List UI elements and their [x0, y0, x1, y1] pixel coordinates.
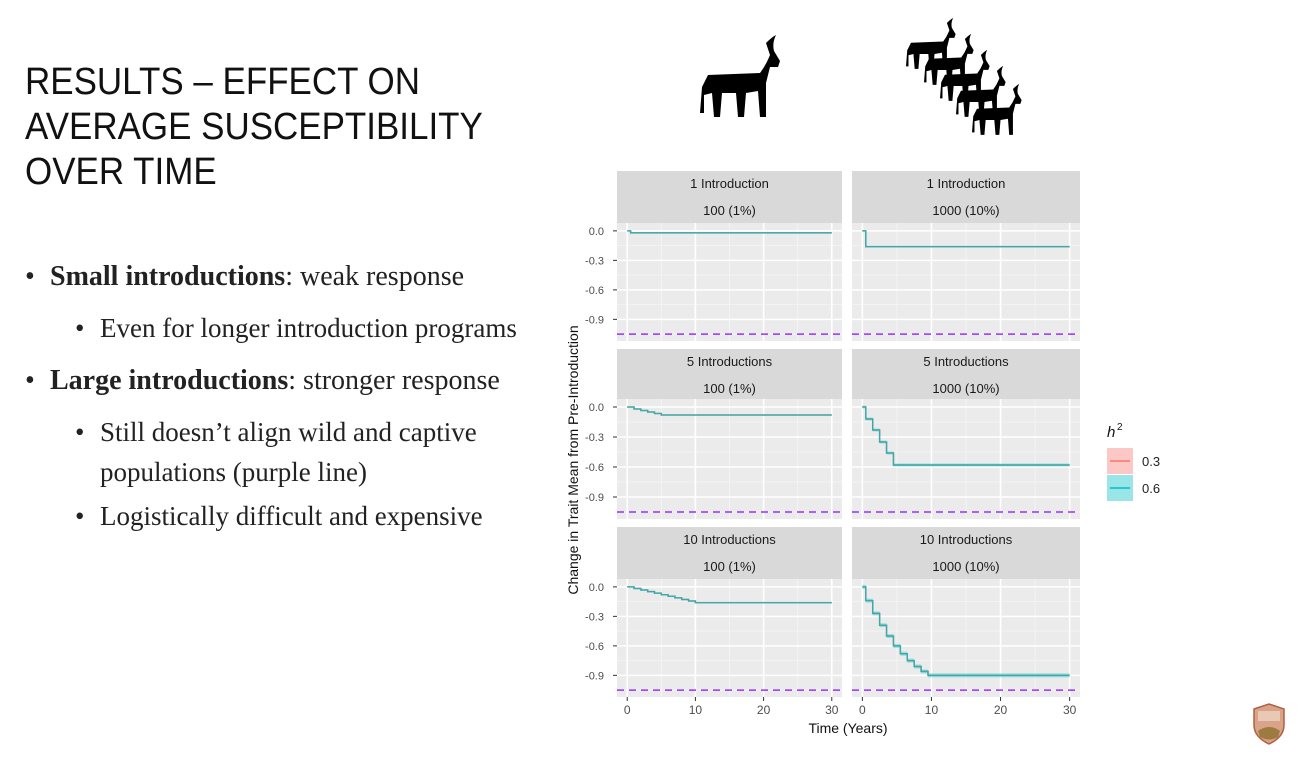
- bullet-bold: Small introductions: [50, 261, 286, 292]
- y-tick-label: -0.9: [585, 492, 604, 504]
- x-tick-label: 20: [994, 703, 1008, 717]
- title-line: OVER TIME: [25, 151, 217, 193]
- bullet-small-introductions: Small introductions: weak response: [25, 258, 545, 296]
- goat-icon: [700, 35, 780, 117]
- title-line: AVERAGE SUSCEPTIBILITY: [25, 106, 483, 148]
- sub-bullet: Even for longer introduction programs: [25, 308, 545, 348]
- x-tick-label: 10: [689, 703, 703, 717]
- y-tick-label: 0.0: [589, 402, 604, 414]
- legend-title: h: [1107, 424, 1115, 441]
- facet-col-label: 1000 (10%): [932, 203, 999, 218]
- legend-label: 0.3: [1142, 454, 1160, 469]
- y-tick-label: -0.6: [585, 641, 604, 653]
- sub-bullet: Still doesn’t align wild and captive pop…: [25, 412, 545, 492]
- y-tick-label: 0.0: [589, 226, 604, 238]
- x-tick-label: 20: [757, 703, 771, 717]
- line-series-0.6: [862, 230, 1070, 248]
- bullet-text: : weak response: [285, 261, 465, 292]
- x-axis-label: Time (Years): [808, 720, 887, 736]
- line-series-0.6: [862, 586, 1070, 677]
- bullet-list: Small introductions: weak response Even …: [25, 258, 545, 540]
- line-series-0.6: [627, 406, 832, 416]
- sub-bullet: Logistically difficult and expensive: [25, 496, 545, 536]
- facet-row-label: 10 Introductions: [920, 532, 1013, 547]
- facet-col-label: 100 (1%): [703, 381, 756, 396]
- facet-col-label: 1000 (10%): [932, 559, 999, 574]
- slide-title: RESULTS – EFFECT ON AVERAGE SUSCEPTIBILI…: [25, 60, 483, 195]
- legend-title-superscript: 2: [1117, 422, 1123, 433]
- facet-row-label: 5 Introductions: [687, 354, 773, 369]
- y-tick-label: -0.9: [585, 314, 604, 326]
- bullet-large-introductions: Large introductions: stronger response: [25, 362, 545, 400]
- legend-label: 0.6: [1142, 481, 1160, 496]
- facet-row-label: 10 Introductions: [683, 532, 776, 547]
- x-tick-label: 30: [1063, 703, 1077, 717]
- facet-strip: [617, 527, 842, 579]
- facet-row-label: 1 Introduction: [927, 176, 1006, 191]
- y-tick-label: -0.3: [585, 432, 604, 444]
- line-series-0.6: [627, 230, 832, 234]
- x-tick-label: 0: [859, 703, 866, 717]
- y-tick-label: -0.6: [585, 462, 604, 474]
- y-tick-label: -0.3: [585, 255, 604, 267]
- facet-col-label: 100 (1%): [703, 559, 756, 574]
- y-axis-label: Change in Trait Mean from Pre-Introducti…: [565, 325, 581, 594]
- facet-strip: [852, 527, 1080, 579]
- title-line: RESULTS – EFFECT ON: [25, 61, 420, 103]
- facet-row-label: 1 Introduction: [690, 176, 769, 191]
- y-tick-label: -0.6: [585, 285, 604, 297]
- bullet-text: : stronger response: [288, 365, 500, 396]
- facet-col-label: 1000 (10%): [932, 381, 999, 396]
- x-tick-label: 10: [925, 703, 939, 717]
- facet-strip: [852, 171, 1080, 223]
- bullet-bold: Large introductions: [50, 365, 289, 396]
- x-tick-label: 0: [624, 703, 631, 717]
- facet-strip: [852, 349, 1080, 399]
- y-tick-label: 0.0: [589, 582, 604, 594]
- facet-strip: [617, 171, 842, 223]
- agency-shield-logo: [1253, 703, 1285, 745]
- facet-strip: [617, 349, 842, 399]
- goat-herd-icon: [906, 18, 1022, 135]
- y-tick-label: -0.3: [585, 611, 604, 623]
- x-tick-label: 30: [825, 703, 839, 717]
- y-tick-label: -0.9: [585, 670, 604, 682]
- line-series-0.6: [862, 406, 1070, 466]
- line-series-0.6: [627, 586, 832, 604]
- facet-row-label: 5 Introductions: [923, 354, 1009, 369]
- facet-col-label: 100 (1%): [703, 203, 756, 218]
